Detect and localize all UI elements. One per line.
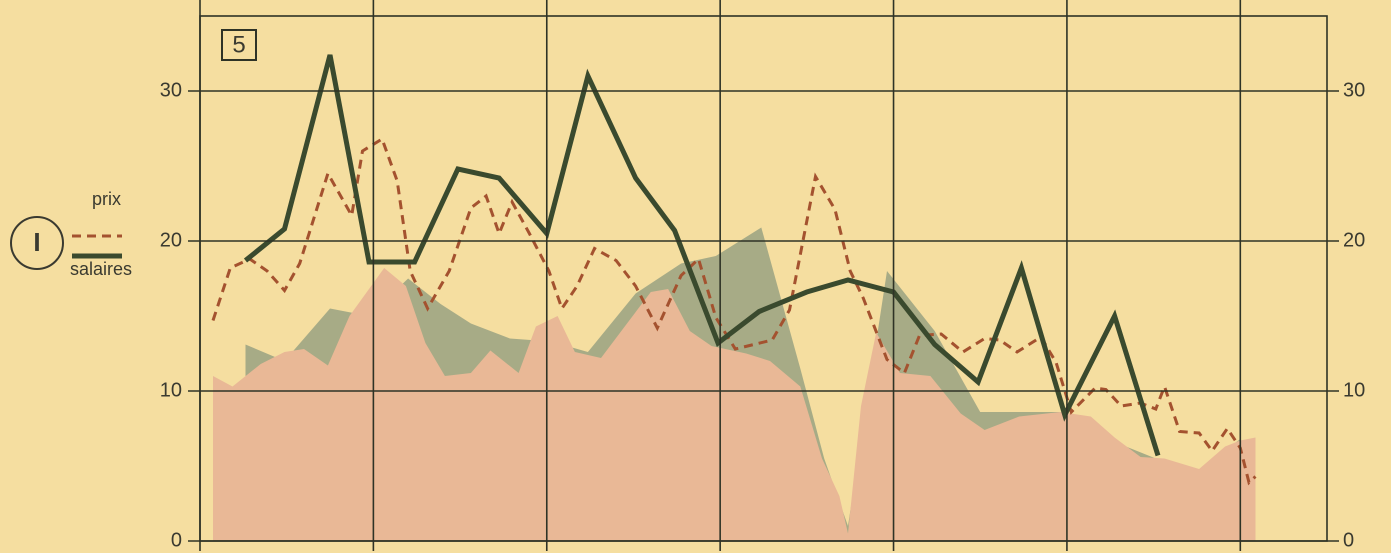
- y2-tick-label: 30: [1343, 79, 1365, 101]
- panel-label-box: [221, 29, 257, 61]
- y-tick-label: 20: [160, 229, 182, 251]
- y-tick-label: 10: [160, 379, 182, 401]
- line: [211, 136, 1257, 486]
- y2-tick-label: 20: [1343, 229, 1365, 251]
- y2-tick-label: 0: [1343, 529, 1354, 551]
- legend-circle: [10, 216, 64, 270]
- line: [243, 54, 1161, 457]
- legend-label: I: [33, 227, 40, 257]
- panel-label: 5: [232, 31, 245, 58]
- y-tick-label: 0: [171, 529, 182, 551]
- frame: [199, 15, 1328, 542]
- y-tick-label: 30: [160, 79, 182, 101]
- legend-label: prix: [92, 189, 121, 209]
- legend-label: salaires: [70, 259, 132, 279]
- area: [213, 268, 1256, 541]
- y2-tick-label: 10: [1343, 379, 1365, 401]
